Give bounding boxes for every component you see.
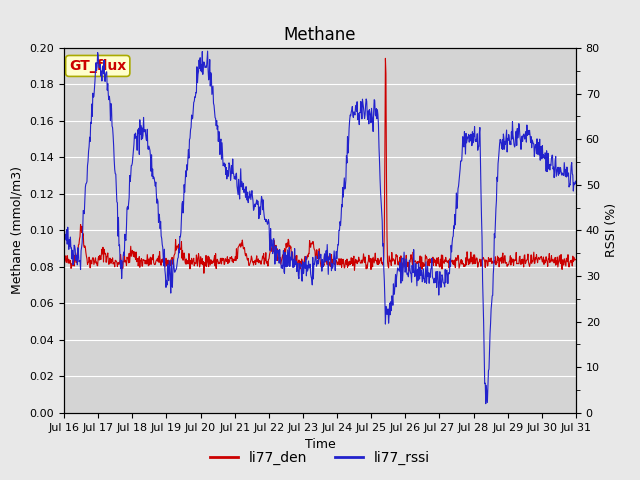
Y-axis label: Methane (mmol/m3): Methane (mmol/m3) bbox=[11, 167, 24, 294]
Title: Methane: Methane bbox=[284, 25, 356, 44]
Y-axis label: RSSI (%): RSSI (%) bbox=[605, 204, 618, 257]
Text: GT_flux: GT_flux bbox=[69, 59, 126, 73]
Legend: li77_den, li77_rssi: li77_den, li77_rssi bbox=[204, 445, 436, 471]
X-axis label: Time: Time bbox=[305, 438, 335, 451]
